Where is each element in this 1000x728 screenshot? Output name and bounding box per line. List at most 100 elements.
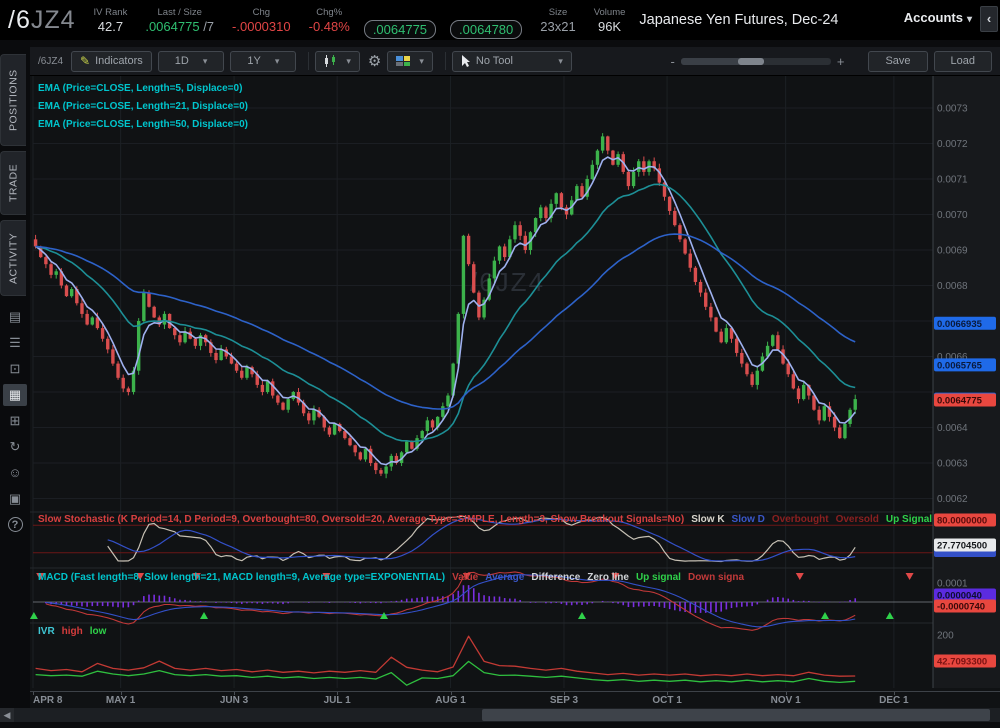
study-title: MACD (Fast length=8, Slow length=21, MAC… (38, 572, 446, 583)
apps-grid-icon[interactable]: ⊞ (9, 413, 21, 428)
scrollbar-thumb[interactable] (482, 709, 991, 721)
ask-label: Ask (Buy) (451, 1, 521, 18)
chevron-down-icon: ▾ (274, 55, 280, 66)
svg-text:0.0066935: 0.0066935 (937, 319, 983, 330)
chg-stat: Chg -.0000310 (232, 7, 291, 34)
ask-value[interactable]: .0064780 (450, 20, 523, 39)
svg-text:0.0071: 0.0071 (937, 175, 968, 186)
legend-item: Difference (531, 572, 581, 583)
legend-item: Up Signal (885, 514, 933, 525)
ema5-label: EMA (Price=CLOSE, Length=5, Displace=0) (38, 83, 243, 94)
svg-text:42.7093300: 42.7093300 (937, 657, 987, 668)
monitor-icon[interactable]: ⊡ (9, 361, 21, 376)
load-button[interactable]: Load (933, 50, 992, 72)
chg-pct-label: Chg% (316, 6, 343, 18)
legend-item: Value (452, 572, 479, 583)
scrollbar-track[interactable] (14, 708, 1000, 722)
save-button[interactable]: Save (868, 50, 928, 72)
chg-pct-value: -0.48% (308, 18, 350, 34)
tool-value: No Tool (475, 55, 513, 67)
range-value: 1Y (247, 55, 261, 67)
chart-type-dropdown[interactable]: ▾ (315, 50, 360, 72)
candlestick-type-icon (325, 55, 336, 67)
drawing-tool-dropdown[interactable]: No Tool ▾ (451, 50, 572, 72)
help-icon[interactable]: ? (3, 514, 27, 536)
range-dropdown[interactable]: 1Y ▾ (230, 50, 297, 72)
ask-box[interactable]: Ask (Buy) .0064780 (450, 1, 523, 39)
news-icon[interactable]: ▤ (8, 309, 22, 324)
svg-text:0.0064: 0.0064 (937, 423, 968, 434)
study-title: Slow Stochastic (K Period=14, D Period=9… (38, 514, 685, 525)
chart-layout-dropdown[interactable]: ▾ (387, 50, 433, 72)
size-value: 23x21 (540, 18, 576, 34)
chg-value: -.0000310 (232, 18, 291, 34)
svg-text:0.0072: 0.0072 (937, 139, 968, 150)
time-axis-label: MAY 1 (105, 695, 136, 706)
bid-label: Bid (Sell) (367, 1, 433, 18)
history-icon[interactable]: ↻ (9, 439, 21, 454)
sidebar-tab-activity[interactable]: ACTIVITY (0, 220, 26, 296)
chevron-down-icon: ▾ (202, 55, 208, 66)
time-axis-label: JUN 3 (219, 695, 249, 706)
community-icon[interactable]: ☺ (8, 465, 22, 480)
accounts-dropdown[interactable]: Accounts ▾ (904, 10, 972, 25)
indicators-button[interactable]: ✎ Indicators (71, 50, 152, 72)
time-axis-label: NOV 1 (770, 695, 801, 706)
legend-item: Zero line (587, 572, 629, 583)
volume-stat: Volume 96K (594, 7, 626, 34)
legend-item: Oversold (835, 514, 879, 525)
time-axis[interactable]: APR 8 MAY 1 JUN 3 JUL 1 AUG 1 SEP 3 OCT 1 NOV 1… (30, 692, 1000, 708)
svg-text:0.0070: 0.0070 (937, 210, 968, 221)
chevron-down-icon: ▾ (966, 14, 972, 25)
chevron-down-icon: ▾ (419, 55, 424, 66)
svg-text:0.0062: 0.0062 (937, 494, 968, 505)
zoom-out-button[interactable]: - (670, 53, 675, 69)
chevron-down-icon: ▾ (558, 55, 563, 66)
scroll-left-arrow-icon[interactable]: ◀ (0, 708, 14, 722)
macd-study-label: MACD (Fast length=8, Slow length=21, MAC… (38, 572, 751, 583)
last-size-label: Last / Size (157, 6, 202, 18)
svg-text:200: 200 (937, 631, 954, 642)
left-sidebar: POSITIONS TRADE ACTIVITY ▤ ☰ ⊡ ▦ ⊞ ↻ ☺ ▣? (0, 40, 30, 708)
time-axis-label: OCT 1 (652, 695, 682, 706)
svg-text:0.0066: 0.0066 (937, 352, 968, 363)
bid-box[interactable]: Bid (Sell) .0064775 (363, 1, 437, 39)
horizontal-scrollbar[interactable]: ◀ (0, 708, 1000, 722)
symbol-title: /6JZ4 (8, 6, 76, 35)
time-axis-label: AUG 1 (435, 695, 466, 706)
chart-area[interactable]: /6JZ4 0.0073 0.0072 0.0071 0.0070 0.0069 0.006… (29, 76, 1000, 692)
size-stat: Size 23x21 (540, 7, 575, 34)
legend-item: Slow D (731, 514, 765, 525)
zoom-slider[interactable] (680, 57, 831, 65)
bid-value[interactable]: .0064775 (363, 20, 437, 39)
collapse-panel-button[interactable]: ‹ (980, 6, 998, 32)
chart-settings-gear-icon[interactable]: ⚙ (367, 53, 382, 70)
indicators-label: Indicators (95, 55, 143, 67)
svg-text:/6JZ4: /6JZ4 (470, 267, 545, 297)
sidebar-tab-trade[interactable]: TRADE (0, 151, 26, 215)
layout-grid-icon (396, 56, 411, 66)
zoom-slider-thumb[interactable] (737, 57, 764, 65)
time-axis-label: JUL 1 (323, 695, 351, 706)
chart-icon[interactable]: ▦ (3, 384, 27, 406)
ema50-label: EMA (Price=CLOSE, Length=50, Displace=0) (38, 119, 248, 130)
cursor-pointer-icon (461, 55, 470, 67)
symbol-secondary: JZ4 (30, 5, 76, 34)
sidebar-tab-positions[interactable]: POSITIONS (0, 54, 26, 146)
volume-value: 96K (597, 18, 622, 34)
time-axis-label: APR 8 (33, 695, 63, 706)
ema21-label: EMA (Price=CLOSE, Length=21, Displace=0) (38, 101, 248, 112)
svg-text:80.0000000: 80.0000000 (937, 516, 987, 527)
period-dropdown[interactable]: 1D ▾ (157, 50, 225, 72)
zoom-in-button[interactable]: + (836, 53, 845, 69)
last-size-value: /7 (199, 18, 215, 34)
last-value: .0064775 (145, 18, 200, 34)
chart-canvas[interactable]: /6JZ4 0.0073 0.0072 0.0071 0.0070 0.0069 0.006… (29, 76, 1000, 692)
svg-text:0.0073: 0.0073 (937, 104, 968, 115)
ema-study-labels: EMA (Price=CLOSE, Length=5, Displace=0) … (38, 80, 248, 134)
sidebar-icon-stack: ▤ ☰ ⊡ ▦ ⊞ ↻ ☺ ▣? (0, 304, 30, 538)
legend-item: Average (485, 572, 525, 583)
watchlist-icon[interactable]: ☰ (9, 335, 21, 350)
widget-icon[interactable]: ▣ (8, 491, 22, 506)
